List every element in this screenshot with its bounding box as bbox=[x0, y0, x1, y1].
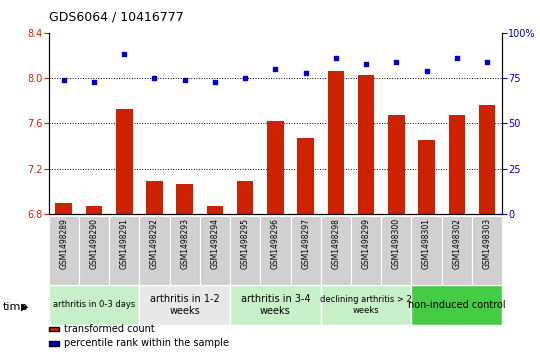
Bar bbox=[109, 216, 139, 285]
Bar bbox=[139, 216, 170, 285]
Bar bbox=[291, 216, 321, 285]
Bar bbox=[207, 206, 223, 214]
Bar bbox=[86, 206, 102, 214]
Bar bbox=[411, 216, 442, 285]
Text: GSM1498303: GSM1498303 bbox=[483, 218, 491, 269]
Point bbox=[362, 61, 370, 66]
Bar bbox=[230, 216, 260, 285]
Text: GSM1498302: GSM1498302 bbox=[453, 218, 461, 269]
Text: GSM1498291: GSM1498291 bbox=[120, 218, 129, 269]
Bar bbox=[358, 75, 374, 214]
Text: percentile rank within the sample: percentile rank within the sample bbox=[64, 338, 230, 348]
Text: GSM1498295: GSM1498295 bbox=[241, 218, 249, 269]
Point bbox=[211, 79, 219, 85]
Bar bbox=[200, 216, 230, 285]
Bar bbox=[146, 181, 163, 214]
Bar bbox=[56, 203, 72, 214]
Bar bbox=[449, 115, 465, 214]
Bar bbox=[442, 216, 472, 285]
Bar bbox=[388, 115, 404, 214]
Bar bbox=[472, 216, 502, 285]
Bar bbox=[381, 216, 411, 285]
Text: time: time bbox=[3, 302, 28, 312]
Point bbox=[453, 55, 461, 61]
Text: GSM1498298: GSM1498298 bbox=[332, 218, 340, 269]
Text: arthritis in 0-3 days: arthritis in 0-3 days bbox=[53, 301, 135, 309]
Bar bbox=[79, 216, 109, 285]
Bar bbox=[298, 138, 314, 214]
Bar bbox=[418, 140, 435, 214]
Bar bbox=[170, 216, 200, 285]
Text: ▶: ▶ bbox=[21, 302, 28, 312]
Bar bbox=[177, 184, 193, 214]
Text: transformed count: transformed count bbox=[64, 324, 155, 334]
Point bbox=[392, 59, 401, 65]
Bar bbox=[260, 216, 291, 285]
Bar bbox=[479, 105, 495, 214]
Bar bbox=[49, 285, 139, 325]
Bar bbox=[139, 285, 230, 325]
Text: non-induced control: non-induced control bbox=[408, 300, 505, 310]
Text: GSM1498296: GSM1498296 bbox=[271, 218, 280, 269]
Text: GSM1498297: GSM1498297 bbox=[301, 218, 310, 269]
Point bbox=[271, 66, 280, 72]
Point bbox=[422, 68, 431, 74]
Point bbox=[150, 75, 159, 81]
Point bbox=[241, 75, 249, 81]
Text: declining arthritis > 2
weeks: declining arthritis > 2 weeks bbox=[320, 295, 412, 315]
Text: GSM1498289: GSM1498289 bbox=[59, 218, 68, 269]
Point bbox=[59, 77, 68, 83]
Text: GSM1498301: GSM1498301 bbox=[422, 218, 431, 269]
Text: GSM1498292: GSM1498292 bbox=[150, 218, 159, 269]
Bar bbox=[411, 285, 502, 325]
Bar bbox=[116, 109, 132, 214]
Text: GDS6064 / 10416777: GDS6064 / 10416777 bbox=[49, 11, 184, 24]
Point bbox=[483, 59, 491, 65]
Bar bbox=[328, 71, 344, 214]
Bar bbox=[237, 181, 253, 214]
Point bbox=[90, 79, 98, 85]
Bar bbox=[49, 216, 79, 285]
Point bbox=[180, 77, 189, 83]
Text: arthritis in 1-2
weeks: arthritis in 1-2 weeks bbox=[150, 294, 220, 316]
Bar bbox=[267, 121, 284, 214]
Text: GSM1498299: GSM1498299 bbox=[362, 218, 370, 269]
Bar bbox=[321, 285, 411, 325]
Bar bbox=[321, 216, 351, 285]
Point bbox=[120, 52, 129, 57]
Text: arthritis in 3-4
weeks: arthritis in 3-4 weeks bbox=[241, 294, 310, 316]
Point bbox=[332, 55, 340, 61]
Text: GSM1498293: GSM1498293 bbox=[180, 218, 189, 269]
Text: GSM1498300: GSM1498300 bbox=[392, 218, 401, 269]
Text: GSM1498294: GSM1498294 bbox=[211, 218, 219, 269]
Text: GSM1498290: GSM1498290 bbox=[90, 218, 98, 269]
Bar bbox=[351, 216, 381, 285]
Point bbox=[301, 70, 310, 76]
Bar bbox=[230, 285, 321, 325]
